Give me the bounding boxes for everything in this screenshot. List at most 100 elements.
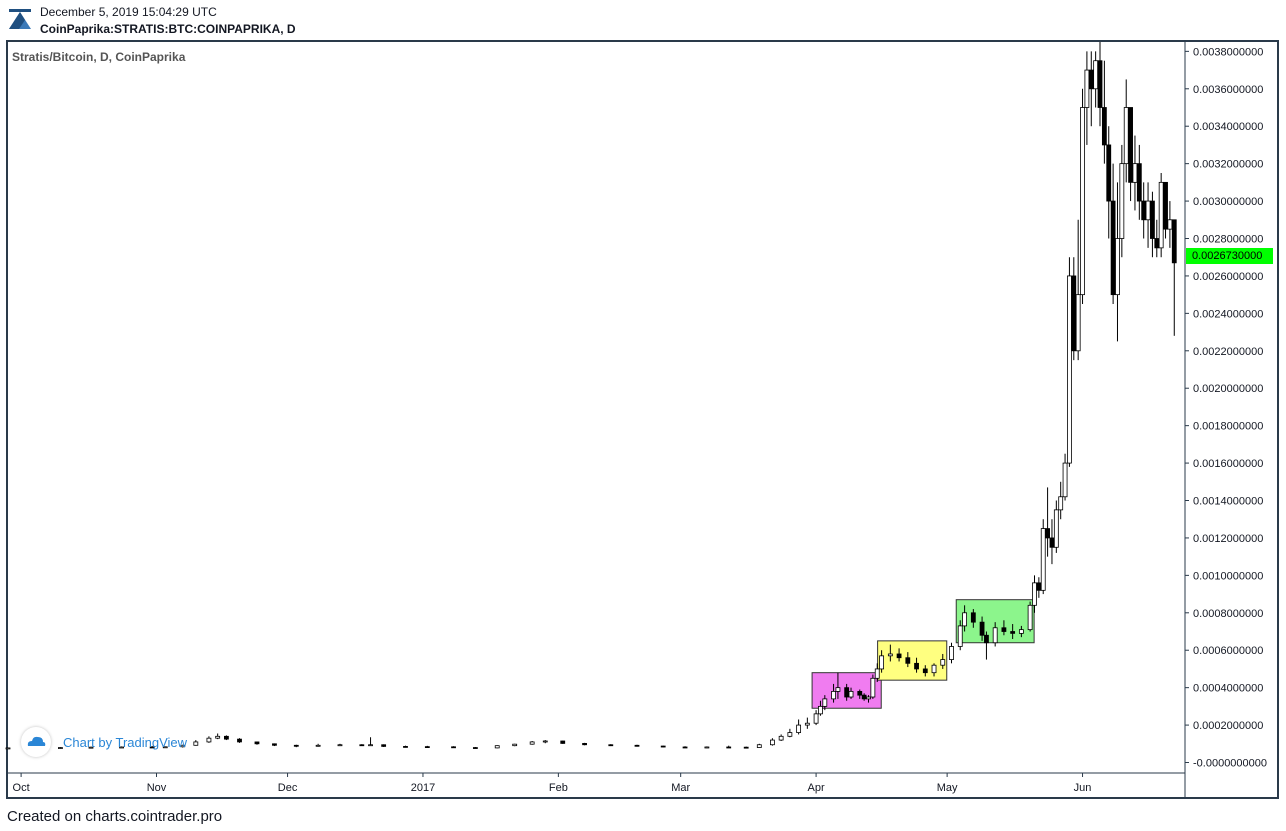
candle bbox=[1163, 181, 1168, 239]
y-tick-label: -0.0000000000 bbox=[1193, 758, 1267, 770]
tradingview-watermark[interactable]: Chart by TradingView bbox=[63, 735, 188, 750]
candle bbox=[857, 689, 863, 699]
candle bbox=[949, 642, 954, 664]
candle bbox=[756, 743, 762, 748]
candle bbox=[1027, 601, 1033, 632]
candle bbox=[424, 745, 430, 749]
candle bbox=[1036, 577, 1042, 598]
candle bbox=[608, 744, 614, 747]
candle bbox=[180, 744, 186, 748]
candle bbox=[887, 644, 893, 662]
y-tick-label: 0.0002000000 bbox=[1193, 720, 1263, 732]
candle bbox=[368, 737, 373, 747]
candle bbox=[634, 744, 640, 747]
snapshot-date: December 5, 2019 15:04:29 UTC bbox=[40, 5, 217, 19]
candle bbox=[1062, 453, 1068, 501]
x-tick-label: May bbox=[937, 782, 958, 794]
candle bbox=[1128, 107, 1133, 202]
candle bbox=[542, 740, 548, 744]
y-tick-label: 0.0032000000 bbox=[1193, 159, 1263, 171]
x-tick-label: Nov bbox=[147, 782, 167, 794]
tradingview-cloud-icon bbox=[27, 736, 46, 746]
y-tick-label: 0.0026000000 bbox=[1193, 271, 1263, 283]
candle bbox=[1106, 126, 1112, 239]
candle bbox=[682, 746, 688, 749]
candle bbox=[1049, 519, 1055, 565]
candle bbox=[582, 742, 587, 746]
tradingview-badge[interactable] bbox=[21, 727, 51, 757]
y-tick-label: 0.0018000000 bbox=[1193, 421, 1263, 433]
candle bbox=[848, 687, 854, 699]
tradingview-logo-icon bbox=[9, 9, 31, 29]
candle bbox=[237, 738, 242, 743]
candle bbox=[1010, 624, 1016, 639]
x-tick-label: Apr bbox=[808, 782, 825, 794]
candle bbox=[315, 743, 321, 747]
candle bbox=[660, 745, 666, 748]
candle bbox=[1097, 42, 1103, 127]
candle bbox=[804, 717, 810, 729]
candle bbox=[272, 743, 277, 747]
candle bbox=[381, 744, 387, 747]
candle bbox=[818, 700, 823, 716]
candle bbox=[1132, 135, 1138, 211]
candle bbox=[1071, 257, 1077, 361]
y-tick-label: 0.0034000000 bbox=[1193, 121, 1263, 133]
candle bbox=[1045, 487, 1050, 557]
y-tick-label: 0.0008000000 bbox=[1193, 608, 1263, 620]
highlight-box-yellow bbox=[877, 640, 948, 681]
candle bbox=[922, 665, 928, 677]
candle bbox=[472, 746, 478, 749]
y-tick-label: 0.0028000000 bbox=[1193, 234, 1263, 246]
candle bbox=[359, 744, 365, 747]
candle bbox=[1123, 79, 1129, 183]
candle bbox=[992, 622, 998, 647]
candle bbox=[193, 740, 199, 746]
candle bbox=[162, 746, 168, 749]
candle bbox=[874, 663, 880, 683]
y-tick-label: 0.0010000000 bbox=[1193, 570, 1263, 582]
footer-credit: Created on charts.cointrader.pro bbox=[7, 808, 223, 825]
candle bbox=[1084, 51, 1090, 145]
candle bbox=[58, 747, 63, 749]
y-tick-label: 0.0004000000 bbox=[1193, 683, 1263, 695]
last-price-tag: 0.0026730000 bbox=[1186, 248, 1273, 264]
candle bbox=[1093, 51, 1099, 108]
candle bbox=[778, 734, 784, 741]
symbol-label: CoinPaprika:STRATIS:BTC:COINPAPRIKA, D bbox=[40, 22, 296, 36]
candle bbox=[1053, 500, 1059, 553]
candle bbox=[796, 719, 802, 735]
candle bbox=[970, 609, 976, 628]
candle bbox=[529, 740, 535, 745]
candle bbox=[831, 683, 836, 703]
candle bbox=[1119, 144, 1125, 258]
candle bbox=[1150, 191, 1155, 258]
candle bbox=[1018, 625, 1024, 638]
candle bbox=[770, 738, 775, 746]
candle bbox=[1075, 219, 1081, 361]
chart-frame[interactable] bbox=[6, 40, 1279, 799]
candle bbox=[813, 710, 819, 726]
chart-title: Stratis/Bitcoin, D, CoinPaprika bbox=[12, 50, 186, 64]
candle bbox=[726, 745, 732, 749]
candle bbox=[931, 663, 937, 677]
candle bbox=[743, 746, 749, 749]
candle bbox=[1145, 182, 1151, 248]
y-tick-label: 0.0024000000 bbox=[1193, 308, 1263, 320]
candle bbox=[1067, 257, 1072, 467]
x-tick-label: Oct bbox=[13, 782, 30, 794]
candle bbox=[1115, 182, 1120, 342]
candle bbox=[866, 695, 871, 703]
y-tick-label: 0.0022000000 bbox=[1193, 346, 1263, 358]
candle bbox=[1101, 60, 1107, 164]
x-tick-label: Jun bbox=[1074, 782, 1092, 794]
y-tick-label: 0.0014000000 bbox=[1193, 496, 1263, 508]
candle bbox=[704, 746, 710, 749]
candle bbox=[787, 728, 793, 738]
candle bbox=[1001, 620, 1007, 636]
candle bbox=[1141, 182, 1147, 239]
candle bbox=[870, 674, 876, 699]
candle bbox=[403, 745, 408, 748]
y-tick-label: 0.0016000000 bbox=[1193, 458, 1263, 470]
